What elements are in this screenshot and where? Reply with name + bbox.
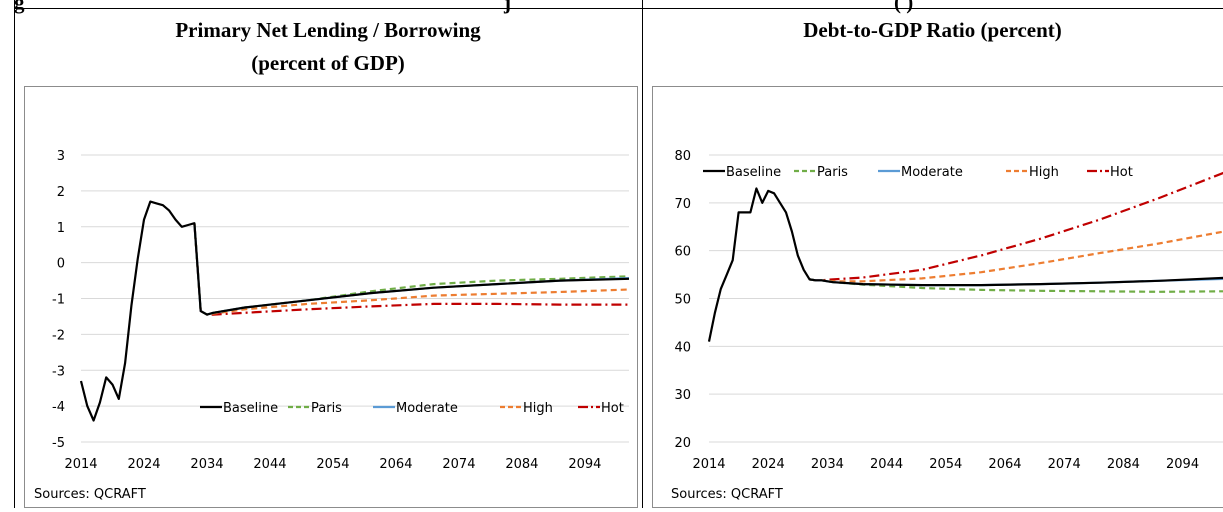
x-tick-label: 2024 bbox=[752, 457, 785, 472]
y-tick-label: -1 bbox=[52, 293, 65, 308]
x-tick-label: 2014 bbox=[64, 457, 97, 472]
x-tick-label: 2084 bbox=[1107, 457, 1140, 472]
x-tick-label: 2064 bbox=[988, 457, 1021, 472]
series-line-moderate bbox=[193, 223, 630, 316]
y-tick-label: -3 bbox=[52, 364, 65, 379]
panel-title-right: Debt-to-GDP Ratio (percent) bbox=[642, 14, 1223, 47]
x-tick-label: 2094 bbox=[1166, 457, 1199, 472]
legend-label-high: High bbox=[523, 401, 553, 416]
legend-label-paris: Paris bbox=[311, 401, 342, 416]
table-border-middle bbox=[642, 0, 643, 508]
series-line-high bbox=[193, 223, 630, 316]
y-tick-label: 30 bbox=[674, 388, 691, 403]
y-tick-label: -5 bbox=[52, 436, 65, 451]
figure-heading-fragment: g j ( ) bbox=[14, 0, 914, 14]
y-tick-label: 80 bbox=[674, 149, 691, 164]
series-line-hot bbox=[809, 171, 1223, 282]
legend-label-paris: Paris bbox=[817, 165, 848, 180]
y-tick-label: 60 bbox=[674, 245, 691, 260]
series-line-hot bbox=[193, 223, 629, 316]
x-tick-label: 2074 bbox=[1048, 457, 1081, 472]
y-tick-label: 70 bbox=[674, 197, 691, 212]
x-tick-label: 2094 bbox=[568, 457, 601, 472]
series-line-baseline bbox=[79, 200, 630, 422]
panel-title-left-line1: Primary Net Lending / Borrowing bbox=[175, 18, 481, 42]
panel-title-left: Primary Net Lending / Borrowing (percent… bbox=[14, 14, 642, 80]
panel-title-right-line1: Debt-to-GDP Ratio (percent) bbox=[803, 18, 1062, 42]
chart-frame-right: 80 70 60 50 40 30 20 2014 2024 2034 2044 2054 2064 20… bbox=[652, 86, 1223, 508]
x-tick-label: 2034 bbox=[811, 457, 844, 472]
legend-label-moderate: Moderate bbox=[396, 401, 458, 416]
y-tick-label: 3 bbox=[57, 149, 65, 164]
x-tick-label: 2044 bbox=[870, 457, 903, 472]
legend-label-high: High bbox=[1029, 165, 1059, 180]
x-tick-label: 2054 bbox=[316, 457, 349, 472]
table-border-left bbox=[14, 0, 15, 508]
legend-label-baseline: Baseline bbox=[223, 401, 278, 416]
series-line-paris bbox=[193, 223, 630, 316]
y-tick-label: 2 bbox=[57, 185, 65, 200]
x-tick-label: 2044 bbox=[253, 457, 286, 472]
legend-label-baseline: Baseline bbox=[726, 165, 781, 180]
y-tick-label: 1 bbox=[57, 221, 65, 236]
y-tick-label: 50 bbox=[674, 293, 691, 308]
heading-rule bbox=[14, 8, 1223, 9]
chart-left-svg: 3 2 1 0 -1 -2 -3 -4 -5 2014 2024 2034 2044 2054 2064 20… bbox=[52, 149, 630, 472]
source-note-left: Sources: QCRAFT bbox=[34, 487, 146, 502]
x-tick-label: 2074 bbox=[442, 457, 475, 472]
x-tick-label: 2034 bbox=[190, 457, 223, 472]
y-tick-label: -4 bbox=[52, 400, 65, 415]
x-tick-label: 2054 bbox=[929, 457, 962, 472]
panel-title-left-line2: (percent of GDP) bbox=[251, 51, 405, 75]
series-line-baseline bbox=[707, 187, 1223, 342]
legend-label-hot: Hot bbox=[1110, 165, 1133, 180]
series-line-high bbox=[809, 230, 1223, 283]
x-tick-label: 2064 bbox=[379, 457, 412, 472]
y-tick-label: 20 bbox=[674, 436, 691, 451]
x-tick-label: 2014 bbox=[692, 457, 725, 472]
y-tick-label: -2 bbox=[52, 328, 65, 343]
x-tick-label: 2024 bbox=[127, 457, 160, 472]
legend-label-hot: Hot bbox=[601, 401, 624, 416]
y-tick-label: 40 bbox=[674, 340, 691, 355]
chart-frame-left: 3 2 1 0 -1 -2 -3 -4 -5 2014 2024 2034 2044 2054 2064 20… bbox=[24, 86, 638, 508]
legend-label-moderate: Moderate bbox=[901, 165, 963, 180]
x-tick-label: 2084 bbox=[505, 457, 538, 472]
y-tick-label: 0 bbox=[57, 257, 65, 272]
source-note-right: Sources: QCRAFT bbox=[671, 487, 783, 502]
